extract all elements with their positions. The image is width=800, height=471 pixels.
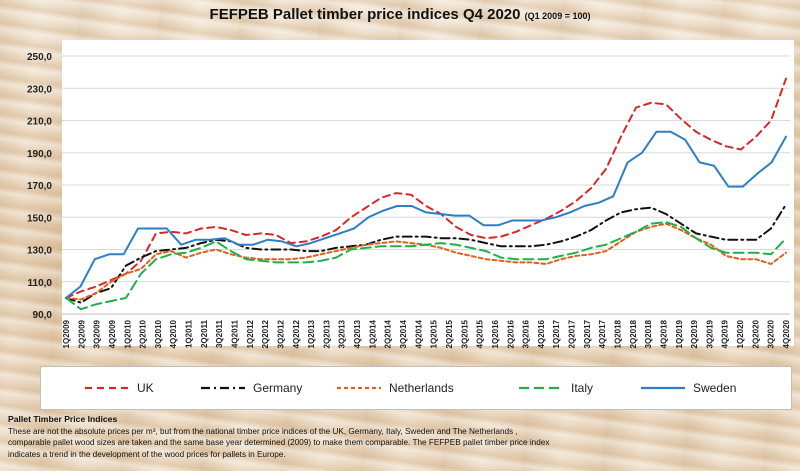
x-tick-label: 2Q2015 [445,319,454,348]
y-tick-label: 210,0 [27,117,52,128]
legend-item-sweden: Sweden [641,381,736,395]
x-tick-label: 4Q2009 [108,319,117,348]
x-tick-label: 2Q2018 [629,319,638,348]
x-tick-label: 3Q2011 [215,319,224,348]
legend-label-sweden: Sweden [693,381,737,395]
x-tick-label: 1Q2015 [430,319,439,348]
x-tick-label: 2Q2012 [261,319,270,348]
legend-label-uk: UK [137,381,154,395]
notes-section: Pallet Timber Price Indices These are no… [8,414,788,460]
x-tick-label: 1Q2012 [246,319,255,348]
y-tick-label: 190,0 [27,149,52,160]
x-tick-label: 4Q2015 [476,319,485,348]
x-tick-label: 4Q2020 [782,319,791,348]
legend-item-uk: UK [85,381,154,395]
legend-swatch-germany [201,386,245,390]
chart-legend: UK Germany Netherlands Italy Sweden [40,366,792,410]
x-tick-label: 2Q2013 [322,319,331,348]
x-tick-label: 3Q2017 [583,319,592,348]
y-tick-label: 230,0 [27,84,52,95]
legend-item-italy: Italy [519,381,593,395]
y-tick-label: 150,0 [27,213,52,224]
x-tick-label: 1Q2018 [613,319,622,348]
legend-swatch-netherlands [337,386,381,390]
x-tick-label: 4Q2014 [414,319,423,348]
x-tick-label: 1Q2013 [307,319,316,348]
x-tick-label: 2Q2014 [384,319,393,348]
y-tick-label: 130,0 [27,246,52,257]
series-line-sweden [65,130,787,299]
x-tick-label: 2Q2011 [200,319,209,348]
x-tick-label: 1Q2017 [552,319,561,348]
x-tick-label: 4Q2012 [292,319,301,348]
chart-subtitle: (Q1 2009 = 100) [524,11,591,21]
x-tick-label: 3Q2009 [93,319,102,348]
x-tick-label: 2Q2017 [568,319,577,348]
x-tick-label: 1Q2019 [675,319,684,348]
x-tick-label: 4Q2019 [721,319,730,348]
x-tick-label: 1Q2016 [491,319,500,348]
x-tick-label: 3Q2018 [644,319,653,348]
x-tick-label: 2Q2020 [751,319,760,348]
y-tick-label: 90,0 [33,310,53,321]
x-tick-label: 3Q2014 [399,319,408,348]
y-tick-label: 170,0 [27,181,52,192]
x-tick-label: 4Q2018 [659,319,668,348]
x-tick-label: 4Q2017 [598,319,607,348]
x-tick-label: 1Q2009 [62,319,71,348]
x-tick-label: 3Q2013 [338,319,347,348]
series-line-netherlands [65,222,787,301]
x-tick-label: 3Q2020 [767,319,776,348]
legend-item-germany: Germany [201,381,302,395]
x-tick-label: 4Q2016 [537,319,546,348]
notes-line-2: comparable pallet wood sizes are taken a… [8,438,550,447]
x-tick-label: 3Q2019 [705,319,714,348]
x-tick-label: 4Q2010 [169,319,178,348]
y-tick-label: 250,0 [27,52,52,63]
x-tick-label: 2Q2016 [506,319,515,348]
x-tick-label: 1Q2011 [185,319,194,348]
chart-title: FEFPEB Pallet timber price indices Q4 20… [0,6,800,23]
notes-heading: Pallet Timber Price Indices [8,414,118,424]
x-tick-label: 2Q2010 [139,319,148,348]
x-tick-label: 1Q2010 [123,319,132,348]
x-tick-label: 1Q2020 [736,319,745,348]
x-tick-label: 3Q2012 [276,319,285,348]
legend-item-netherlands: Netherlands [337,381,454,395]
x-tick-label: 2Q2019 [690,319,699,348]
legend-swatch-italy [519,386,563,390]
legend-label-germany: Germany [253,381,303,395]
legend-label-netherlands: Netherlands [389,381,454,395]
series-line-germany [65,203,787,304]
x-tick-label: 4Q2011 [231,319,240,348]
x-tick-label: 4Q2013 [353,319,362,348]
plot-panel [62,40,794,346]
legend-swatch-uk [85,386,129,390]
series-line-italy [65,221,787,311]
chart-title-text: FEFPEB Pallet timber price indices Q4 20… [209,6,521,23]
notes-line-1: These are not the absolute prices per m³… [8,426,518,436]
series-line-uk [65,77,787,299]
legend-swatch-sweden [641,386,685,390]
legend-label-italy: Italy [571,381,594,395]
x-tick-label: 1Q2014 [368,319,377,348]
notes-line-3: indicates a trend in the development of … [8,449,286,459]
x-tick-label: 2Q2009 [77,319,86,348]
x-tick-label: 3Q2010 [154,319,163,348]
x-tick-label: 3Q2015 [460,319,469,348]
y-tick-label: 110,0 [28,278,53,289]
x-tick-label: 3Q2016 [522,319,531,348]
